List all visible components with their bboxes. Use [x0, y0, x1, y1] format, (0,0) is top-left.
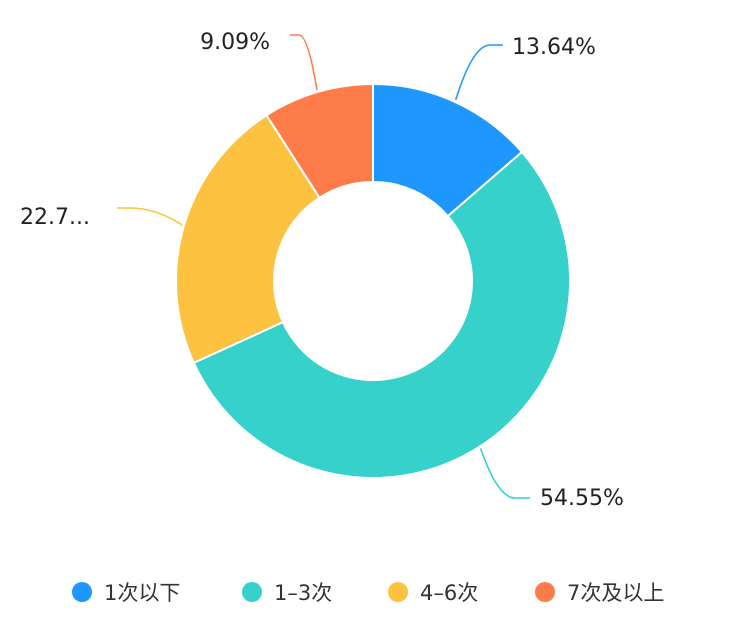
legend-marker-icon [72, 582, 92, 602]
leader-line-3 [117, 207, 183, 226]
legend-item-4[interactable]: 7次及以上 [535, 581, 664, 605]
slice-2 [192, 150, 571, 479]
legend-label: 7次及以上 [567, 581, 664, 605]
label-leader-lines [117, 34, 530, 499]
legend-label: 1–3次 [274, 581, 332, 605]
legend-marker-icon [242, 582, 262, 602]
legend-item-3[interactable]: 4–6次 [388, 581, 478, 605]
donut-slices [175, 82, 571, 479]
legend-item-2[interactable]: 1–3次 [242, 581, 332, 605]
data-label-2: 54.55% [540, 486, 624, 511]
legend-label: 4–6次 [420, 581, 478, 605]
leader-line-1 [454, 44, 503, 101]
slice-3 [175, 113, 321, 365]
legend-item-1[interactable]: 1次以下 [72, 581, 180, 605]
leader-line-2 [479, 448, 530, 499]
legend: 1次以下 1–3次 4–6次 7次及以上 [72, 581, 664, 605]
legend-marker-icon [535, 582, 555, 602]
data-label-4: 9.09% [200, 30, 270, 55]
data-labels: 13.64% 54.55% 22.7... 9.09% [20, 30, 624, 511]
slice-4 [265, 82, 374, 200]
data-label-3: 22.7... [20, 205, 90, 230]
legend-marker-icon [388, 582, 408, 602]
data-label-1: 13.64% [512, 35, 596, 60]
leader-line-4 [290, 34, 318, 91]
legend-label: 1次以下 [104, 581, 180, 605]
